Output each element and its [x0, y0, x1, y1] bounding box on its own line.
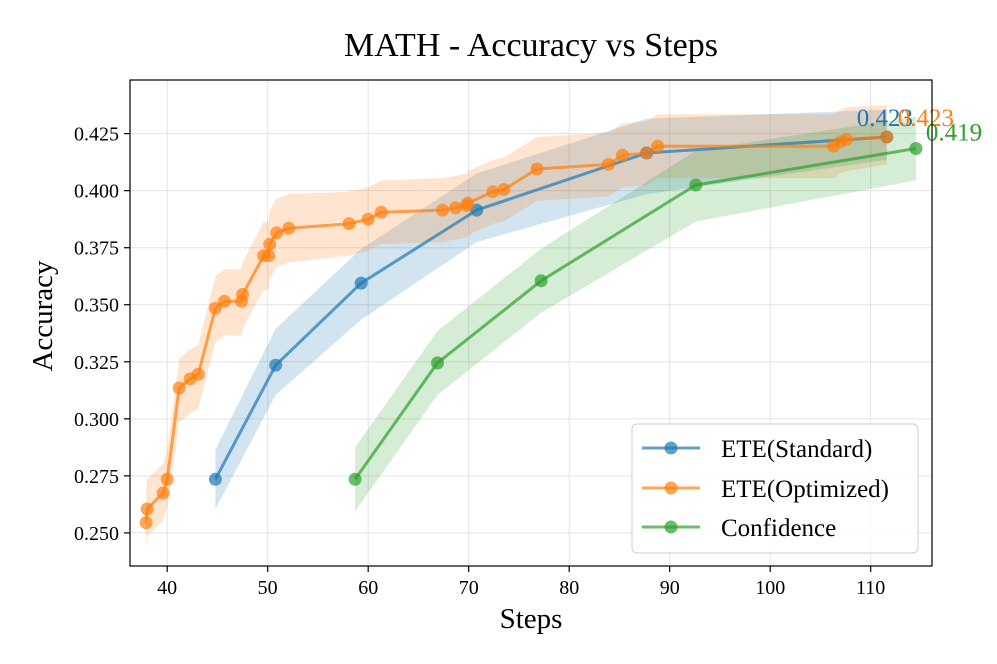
x-tick-label: 60	[358, 577, 378, 599]
point-ete-optimized	[172, 381, 186, 395]
point-confidence	[348, 472, 362, 486]
point-ete-optimized	[497, 183, 511, 196]
y-tick-label: 0.325	[74, 352, 119, 374]
point-ete-standard	[269, 358, 283, 372]
x-tick-label: 40	[157, 577, 177, 599]
point-ete-optimized	[436, 203, 450, 217]
point-ete-optimized	[640, 146, 654, 160]
point-ete-optimized	[191, 367, 205, 381]
plot-area-frame	[129, 79, 933, 567]
point-ete-standard	[208, 472, 222, 486]
point-ete-optimized	[218, 294, 231, 308]
x-tick-label: 100	[755, 577, 785, 599]
legend-label-confidence: Confidence	[721, 515, 836, 542]
y-tick-label: 0.350	[74, 295, 119, 317]
y-axis-label: Accuracy	[27, 260, 59, 372]
point-ete-optimized	[139, 516, 153, 530]
point-ete-optimized	[361, 212, 375, 226]
point-ete-optimized	[486, 185, 500, 199]
series-points	[139, 130, 923, 530]
y-axis-ticks: 0.250 0.275 0.300 0.325 0.350 0.375 0.400 0.425	[74, 124, 130, 545]
point-ete-optimized	[270, 226, 284, 240]
y-tick-label: 0.250	[74, 523, 119, 545]
point-ete-standard	[354, 276, 368, 290]
point-ete-optimized	[208, 301, 222, 315]
chart-title: MATH - Accuracy vs Steps	[344, 27, 718, 64]
point-ete-optimized	[530, 162, 544, 176]
x-tick-label: 110	[856, 577, 885, 599]
point-ete-optimized	[156, 486, 170, 500]
point-ete-optimized	[840, 132, 854, 146]
y-tick-label: 0.275	[74, 466, 119, 488]
point-confidence	[909, 142, 923, 155]
y-tick-label: 0.425	[74, 124, 119, 146]
x-axis-ticks: 40 50 60 70 80 90 100 110	[157, 566, 885, 599]
legend-entry-confidence: Confidence	[642, 515, 836, 542]
y-tick-label: 0.375	[74, 238, 119, 260]
point-confidence	[689, 178, 703, 192]
legend: ETE(Standard) ETE(Optimized) Confidence	[631, 423, 919, 554]
point-ete-optimized	[374, 205, 388, 219]
point-confidence	[431, 356, 444, 370]
point-ete-optimized	[342, 217, 356, 231]
legend-marker-ete-optimized	[664, 481, 678, 495]
point-ete-optimized	[616, 148, 629, 162]
legend-box	[631, 423, 919, 554]
legend-label-ete-standard: ETE(Standard)	[721, 436, 872, 463]
y-tick-label: 0.300	[74, 409, 119, 431]
point-ete-optimized	[601, 157, 615, 171]
line-ete-standard	[214, 135, 887, 481]
legend-marker-confidence	[664, 520, 678, 534]
confidence-bands	[146, 105, 916, 550]
end-label-ete-standard: 0.423	[857, 105, 913, 132]
point-ete-optimized	[461, 196, 475, 210]
x-tick-label: 70	[459, 577, 479, 599]
point-ete-optimized	[449, 201, 463, 215]
point-confidence	[534, 274, 548, 288]
x-axis-label: Steps	[500, 603, 563, 635]
point-ete-optimized	[236, 288, 250, 301]
band-ete-optimized	[146, 105, 887, 550]
end-label-ete-optimized: 0.423	[898, 105, 954, 132]
legend-entry-ete-standard: ETE(Standard)	[642, 436, 872, 463]
legend-marker-ete-standard	[664, 441, 678, 455]
point-ete-optimized	[262, 249, 276, 263]
point-ete-standard	[470, 203, 484, 217]
band-confidence	[355, 116, 916, 512]
point-ete-optimized	[880, 130, 894, 144]
band-ete-standard	[215, 109, 887, 509]
point-ete-optimized	[140, 502, 154, 516]
x-tick-label: 80	[559, 577, 579, 599]
point-ete-optimized	[263, 237, 277, 251]
point-ete-optimized	[651, 139, 665, 153]
end-label-confidence: 0.419	[926, 119, 982, 146]
point-ete-optimized	[282, 221, 296, 235]
x-tick-label: 90	[660, 577, 680, 599]
legend-entry-ete-optimized: ETE(Optimized)	[642, 476, 889, 503]
point-ete-optimized	[160, 472, 174, 486]
y-tick-label: 0.400	[74, 181, 119, 203]
legend-label-ete-optimized: ETE(Optimized)	[721, 476, 889, 503]
x-tick-label: 50	[258, 577, 278, 599]
